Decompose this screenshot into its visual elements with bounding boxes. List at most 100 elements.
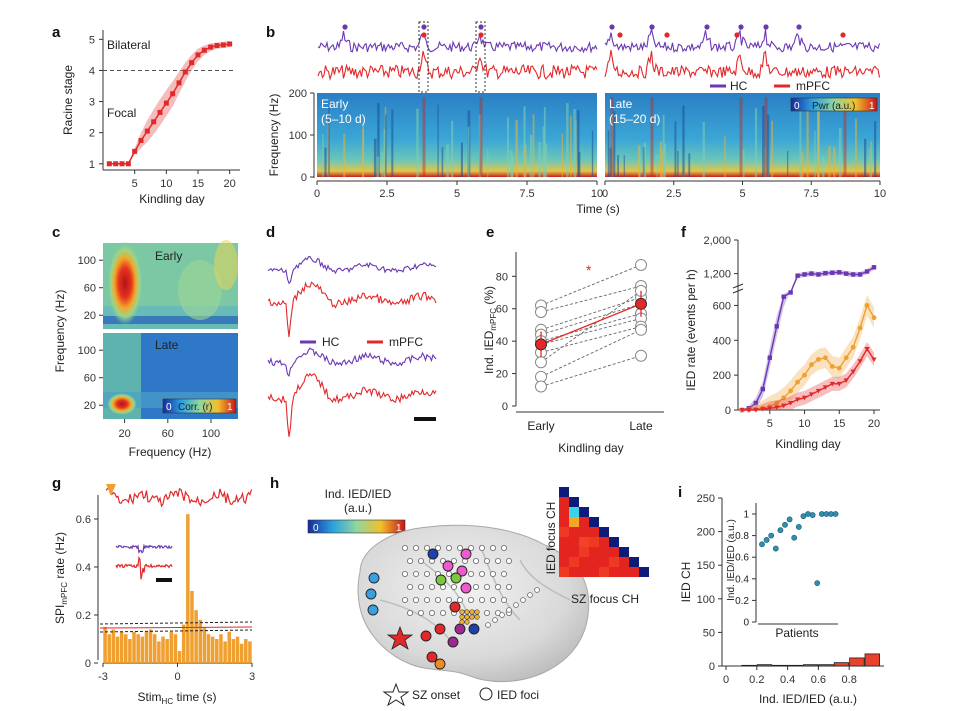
a-y-ticks: 1 2 3 4 5	[89, 34, 103, 171]
h-matrix-cell	[559, 547, 569, 557]
b-xtick-label: 2.5	[379, 188, 394, 200]
b-spectral-streak	[764, 148, 766, 177]
b-ied-markers	[342, 24, 846, 38]
h-electrode-cluster	[459, 614, 465, 620]
i-bar	[787, 664, 803, 667]
b-spectral-streak	[787, 151, 789, 177]
b-ied-marker	[609, 24, 615, 30]
f-xtick-label: 5	[767, 418, 773, 430]
b-legend-hc: HC	[730, 79, 748, 93]
g-bar	[248, 641, 252, 663]
e-late-point	[635, 258, 647, 271]
g-ci-upper	[99, 621, 253, 625]
h-electrode	[494, 584, 501, 591]
i-inset-point	[800, 513, 807, 520]
b-spectral-streak	[362, 124, 365, 177]
f-x-ticks: 5 10 15 20	[767, 410, 880, 430]
f-y-ticks: 0 200 400 600 1,200 2,000	[703, 235, 738, 417]
b-spectral-streak	[328, 105, 330, 177]
e-ytick-label: 60	[496, 304, 508, 316]
a-ytick-label: 2	[89, 128, 95, 140]
f-point	[836, 381, 842, 387]
h-electrode	[450, 558, 457, 565]
b-ied-streak	[422, 97, 426, 177]
b-ied-streak	[739, 97, 743, 177]
h-electrode	[406, 610, 413, 617]
e-pair-line	[540, 303, 642, 336]
h-matrix-cell	[559, 567, 569, 577]
a-data-point	[176, 80, 182, 86]
h-matrix-ylabel: IED focus CH	[544, 502, 558, 575]
f-point	[830, 270, 835, 275]
h-electrode	[494, 558, 501, 565]
panel-label-d: d	[266, 224, 275, 241]
h-electrode	[434, 545, 441, 552]
g-bar	[128, 639, 132, 663]
i-inset-xlabel: Patients	[775, 626, 818, 640]
f-axis-break-1	[732, 283, 744, 289]
f-point	[836, 365, 842, 371]
g-bar	[103, 627, 107, 663]
c-ytick-label: 60	[84, 283, 96, 295]
h-electrode	[412, 545, 419, 552]
h-ied-focus	[442, 560, 454, 572]
e-ytick-label: 40	[496, 336, 508, 348]
g-bar	[165, 639, 169, 663]
b-y-ticks: 0 100 200	[289, 88, 314, 184]
e-ytick-label: 0	[502, 401, 508, 413]
e-late-point	[635, 323, 647, 336]
panel-label-c: c	[52, 224, 60, 241]
b-spectral-streak	[762, 106, 765, 177]
h-electrode	[406, 558, 413, 565]
e-ytick-label: 20	[496, 369, 508, 381]
b-spectral-streak	[607, 130, 610, 177]
g-xlabel: StimHC time (s)	[138, 690, 217, 706]
b-xtick-label: 0	[314, 188, 320, 200]
f-point	[774, 400, 780, 406]
h-brain	[357, 524, 590, 683]
h-electrode	[534, 587, 540, 593]
f-point	[760, 407, 766, 412]
b-spectral-streak	[381, 151, 384, 177]
i-y-ticks: 0 50 100 150 200 250	[697, 493, 722, 673]
h-matrix-cell	[569, 517, 579, 527]
f-point	[753, 408, 759, 413]
a-annot-bilateral: Bilateral	[107, 38, 150, 52]
h-electrode	[499, 612, 505, 618]
g-bar	[219, 634, 223, 663]
g-bar	[111, 629, 116, 663]
h-electrode	[500, 597, 507, 604]
f-band-1	[742, 294, 874, 410]
g-stim-marker-icon	[106, 484, 116, 496]
g-xlabel-sub: HC	[162, 697, 174, 706]
b-spectral-streak	[677, 150, 679, 177]
b-xtick-label: 10	[874, 188, 886, 200]
e-ylabel-sub: mPFC	[489, 308, 498, 331]
f-point	[850, 272, 856, 277]
i-ytick-label: 250	[697, 493, 715, 505]
g-xlabel-main: Stim	[138, 690, 162, 704]
i-bar	[833, 662, 850, 667]
e-late-point	[635, 349, 647, 362]
e-pair-line	[540, 313, 642, 342]
h-electrode	[406, 584, 413, 591]
h-electrode	[423, 545, 430, 552]
b-spectrogram-early	[317, 93, 597, 177]
g-bar	[194, 610, 198, 663]
g-bar	[169, 631, 174, 663]
b-spectral-streak	[611, 113, 614, 177]
g-xtick-label: 3	[249, 671, 255, 683]
panel-label-f: f	[681, 224, 687, 241]
h-matrix-cell	[569, 567, 579, 577]
b-ylabel: Frequency (Hz)	[267, 94, 281, 177]
b-spectral-streak	[639, 146, 641, 177]
h-electrode	[520, 597, 526, 603]
b-ied-marker	[649, 24, 655, 30]
b-ytick-label: 200	[289, 88, 307, 100]
g-x-ticks: -3 0 3	[98, 663, 255, 683]
h-electrode-cluster	[469, 609, 475, 615]
b-spectral-streak	[538, 142, 541, 177]
f-point	[815, 388, 822, 394]
h-matrix-cell	[609, 537, 619, 547]
e-pair-line	[540, 285, 642, 313]
